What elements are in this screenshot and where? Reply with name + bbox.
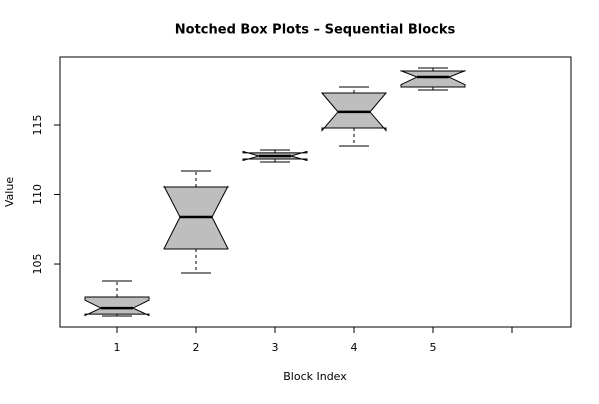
plot-frame [59,56,572,328]
chart-title: Notched Box Plots – Sequential Blocks [175,23,456,38]
x-tick-label: 3 [272,341,279,354]
x-axis-label: Block Index [283,370,347,383]
box [400,70,466,88]
x-tick-label: 5 [430,341,437,354]
y-tick-label: 105 [31,254,44,275]
x-tick-label: 4 [351,341,358,354]
y-tick-label: 115 [31,114,44,135]
y-tick-label: 110 [31,184,44,205]
y-axis-label: Value [3,177,16,207]
x-tick-label: 1 [114,341,121,354]
x-tick-label: 2 [193,341,200,354]
box [84,296,150,317]
